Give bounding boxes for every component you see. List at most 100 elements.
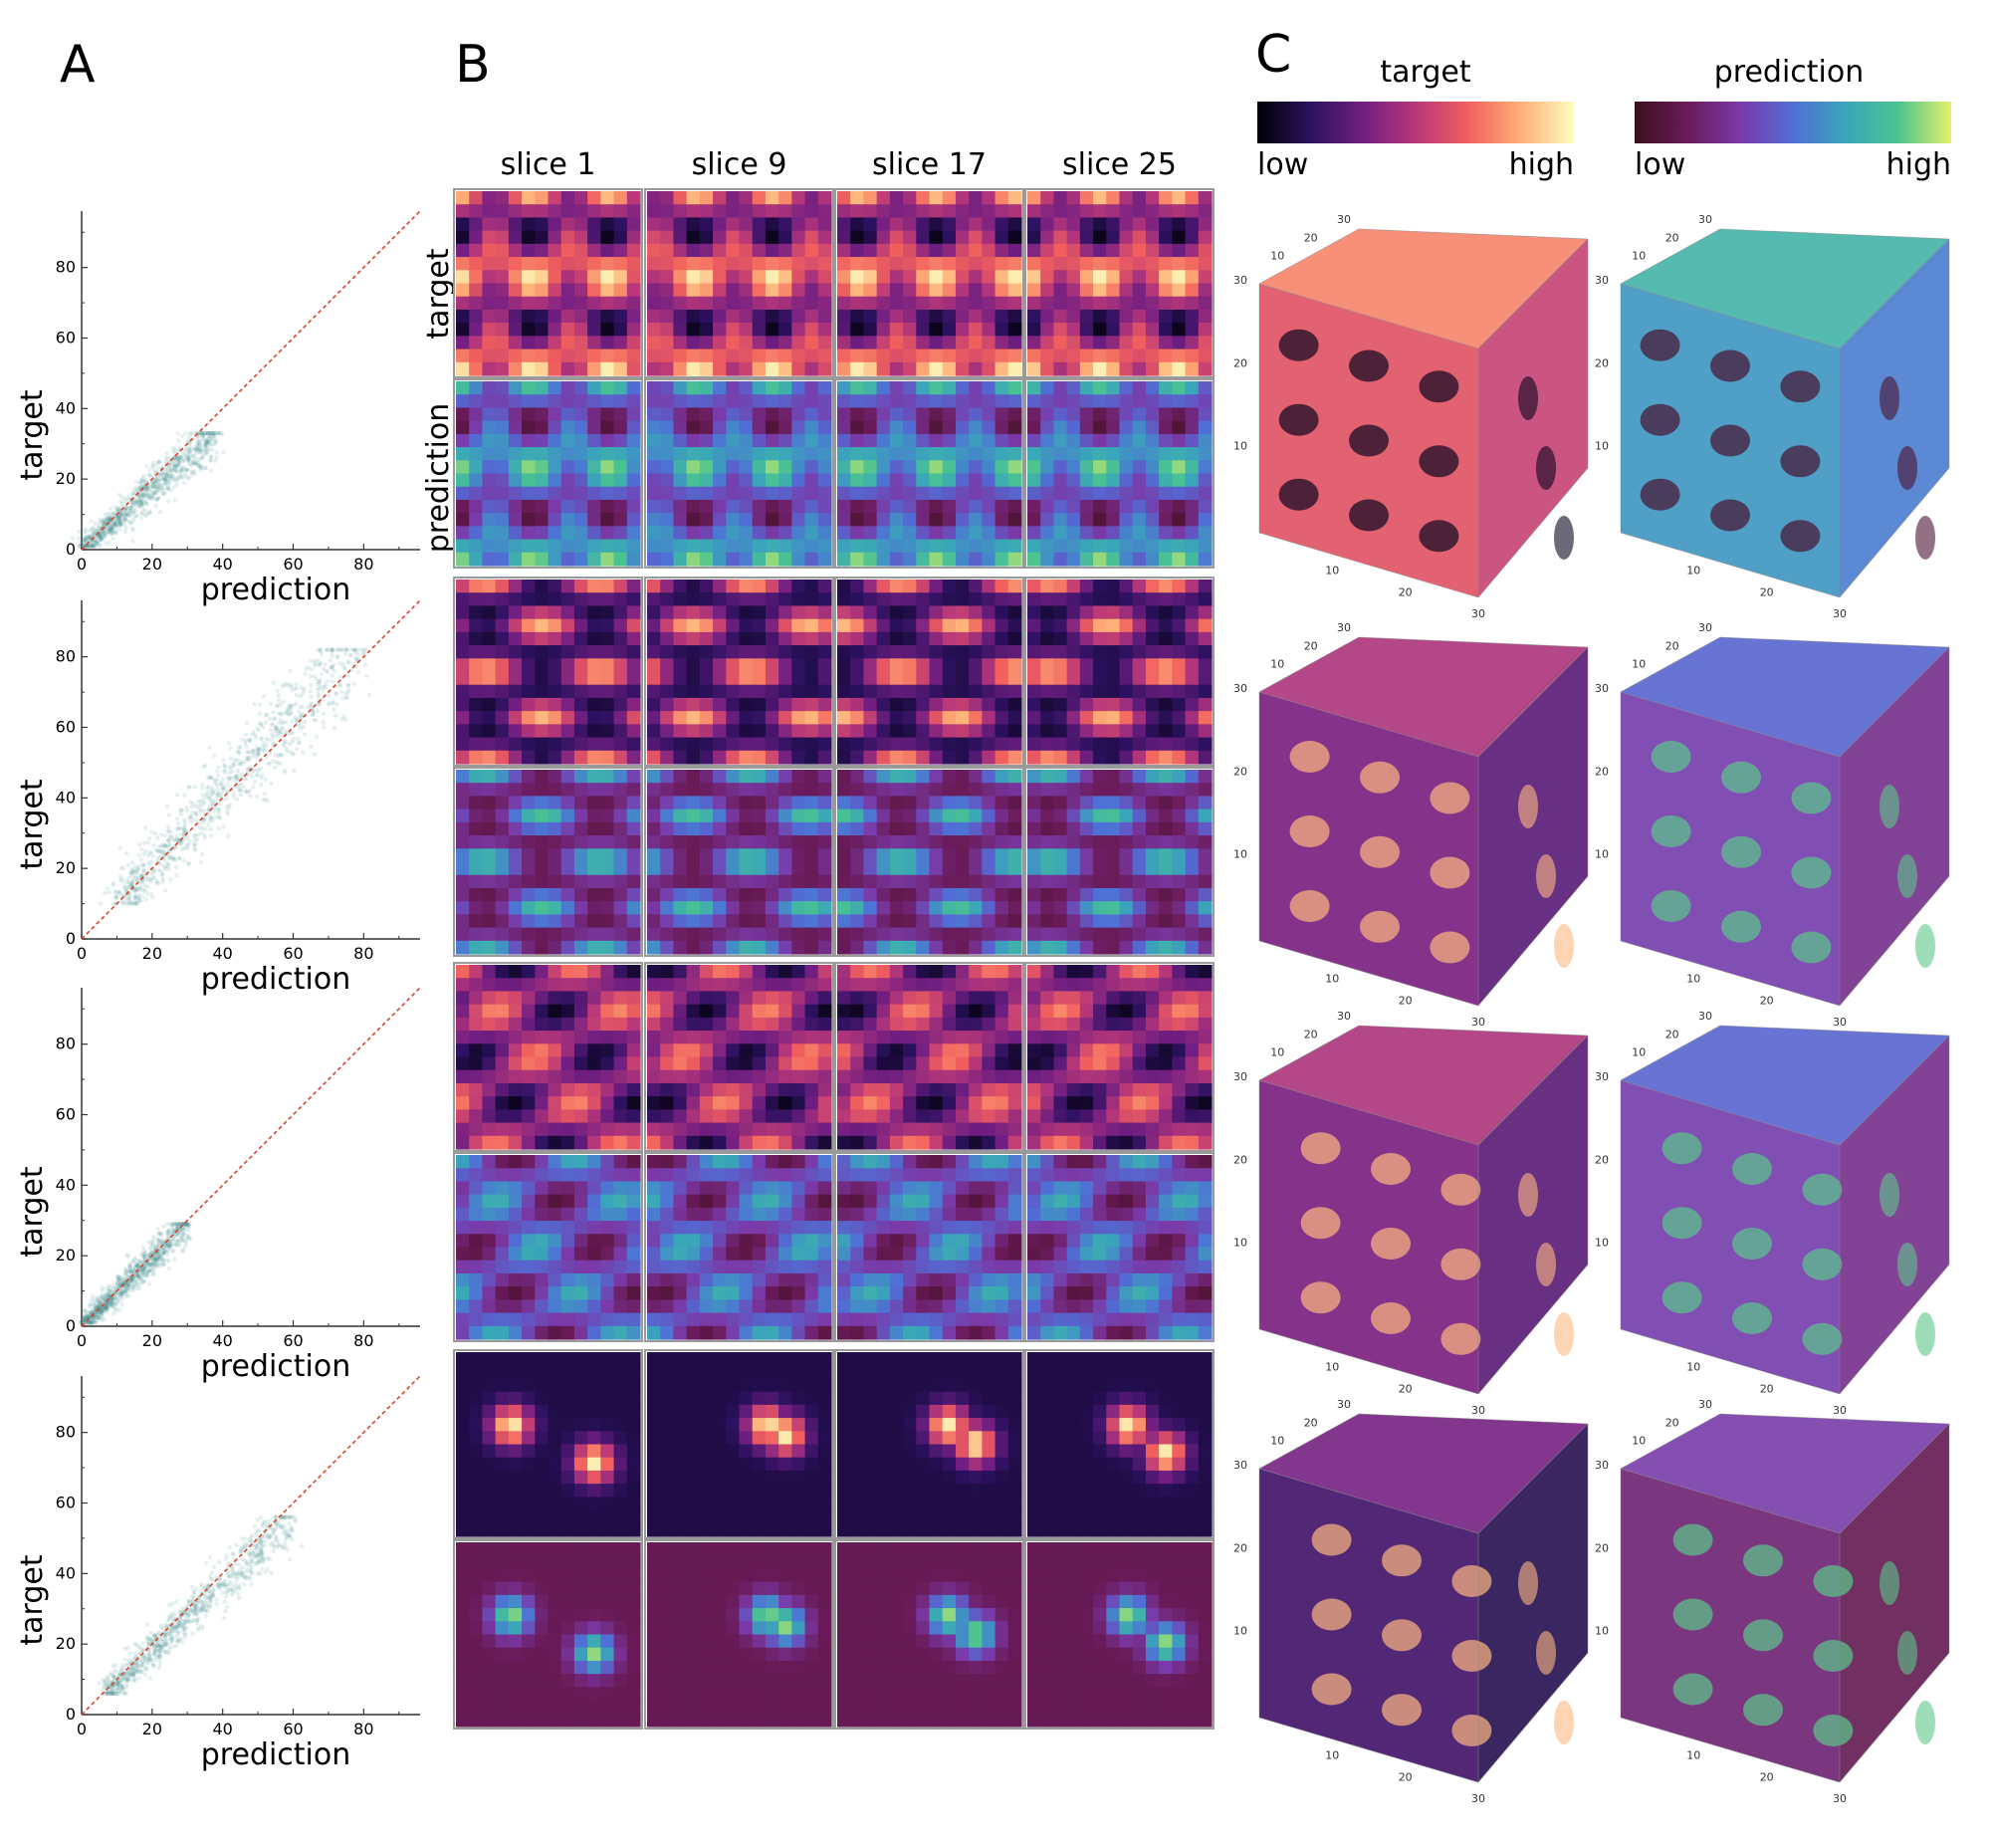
tile-cell [726,539,741,554]
tile-cell [673,348,688,363]
tile-cell [548,447,562,461]
scatter-point [195,805,201,810]
tile-cell [647,296,661,311]
scatter-point [200,433,206,439]
tile-cell [863,361,878,376]
x-tick-label: 40 [212,1720,232,1738]
scatter-point [218,1584,224,1589]
tile-cell [1053,323,1068,337]
scatter-points [99,647,372,906]
tile-cell [548,433,562,448]
tile-cell [969,336,983,350]
tile-cell [686,257,701,271]
scatter-point [322,711,327,716]
tile-cell [817,257,832,271]
scatter-point [213,430,218,436]
tile-cell [660,381,675,395]
tile-cell [456,381,470,395]
tile-cell [791,243,806,258]
scatter-point [162,857,167,863]
scatter-point [138,899,143,904]
scatter-point [170,857,176,863]
tile-cell [587,433,601,448]
scatter-point [181,457,186,462]
tile-cell [686,513,701,527]
scatter-point [236,744,242,750]
tile-cell [469,217,484,232]
tile-cell [647,361,661,376]
scatter-point [249,1564,254,1570]
tile-cell [863,323,878,337]
tile-cell [600,283,615,298]
tile-cell [548,539,562,554]
scatter-point [158,1662,163,1667]
scatter-point [104,1305,109,1311]
scatter-point [162,477,167,482]
y-tick-label: 40 [56,1563,76,1582]
scatter-point [111,901,116,906]
scatter-point [79,542,84,547]
scatter-point [207,745,212,751]
tile-cell [482,270,497,285]
scatter-point [115,506,121,511]
scatter-point [84,529,90,534]
tile-cell [1093,243,1107,258]
scatter-point [220,432,225,437]
tile-cell [765,447,779,461]
scatter-point [264,712,269,717]
scatter-point [367,692,372,697]
tile-cell [560,296,575,311]
tile-cell [613,381,628,395]
tile-cell [469,348,484,363]
scatter-point [159,1231,164,1236]
tile-cell [587,539,601,554]
scatter-point [252,780,258,785]
scatter-point [162,865,167,870]
tile-cell [482,526,497,541]
scatter-point [254,1529,259,1535]
scatter-point [332,707,336,712]
scatter-point [117,522,122,528]
scatter-point [136,504,141,509]
tile-cell [791,539,806,554]
scatter-point [89,519,94,524]
scatter-point [146,1281,152,1286]
scatter-point [184,467,190,473]
scatter-point [120,865,126,871]
scatter-point [328,665,333,670]
tile-cell [1093,296,1107,311]
tile-cell [713,257,727,271]
scatter-point [111,530,116,535]
scatter-point [182,793,187,798]
tile-cell [1053,309,1068,324]
scatter-point [167,463,173,468]
tile-cell [699,552,714,567]
tile-cell [535,539,550,554]
tile-cell [560,191,575,205]
tile-cell [863,526,878,541]
scatter-point [143,480,148,485]
tile-cell [969,348,983,363]
tile-cell [791,499,806,514]
slice-tiles [453,188,1215,1730]
scatter-point [221,824,226,829]
tile-cell [482,513,497,527]
scatter-point [183,467,188,472]
tile-cell [791,486,806,501]
tile-cell [837,407,851,422]
scatter-point [264,736,269,742]
scatter-point [167,464,172,470]
tile-cell [1145,257,1160,271]
tile-cell [1185,283,1200,298]
scatter-point [148,829,153,834]
tile-cell [889,257,904,271]
tile-cell [573,336,588,350]
tile-cell [1119,296,1134,311]
scatter-point [179,465,185,470]
scatter-point [83,537,88,542]
x-tick-label: 80 [353,555,373,574]
tile-cell [1106,336,1121,350]
scatter-point [161,472,166,477]
scatter-point [193,1612,199,1617]
tile-cell [469,296,484,311]
